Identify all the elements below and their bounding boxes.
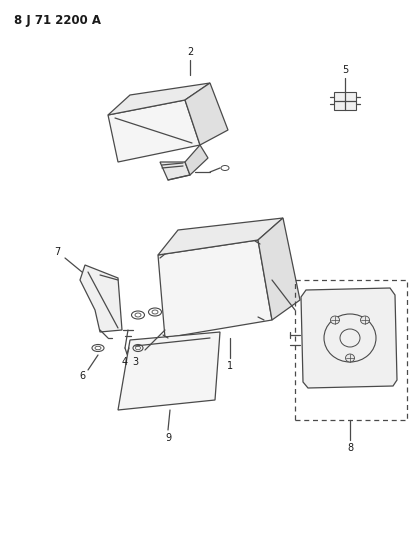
Text: 3: 3 [132,357,138,367]
Polygon shape [160,162,190,180]
Text: 1: 1 [227,361,233,371]
Bar [295,280,407,420]
Polygon shape [108,100,200,162]
Polygon shape [80,265,122,332]
Polygon shape [108,83,210,115]
Bar [334,92,356,110]
Ellipse shape [330,316,339,324]
Text: 8 J 71 2200 A: 8 J 71 2200 A [14,14,101,27]
Text: 9: 9 [165,433,171,443]
Text: 2: 2 [187,47,193,57]
Ellipse shape [360,316,370,324]
Text: 5: 5 [342,65,348,75]
Polygon shape [118,332,220,410]
Text: 7: 7 [54,247,60,257]
Polygon shape [258,218,300,320]
Ellipse shape [346,354,354,362]
Polygon shape [185,145,208,175]
Polygon shape [158,240,272,338]
Polygon shape [185,83,228,145]
Text: 4: 4 [122,357,128,367]
Text: 6: 6 [79,371,85,381]
Polygon shape [158,218,283,255]
Polygon shape [301,288,397,388]
Text: 8: 8 [347,443,353,453]
